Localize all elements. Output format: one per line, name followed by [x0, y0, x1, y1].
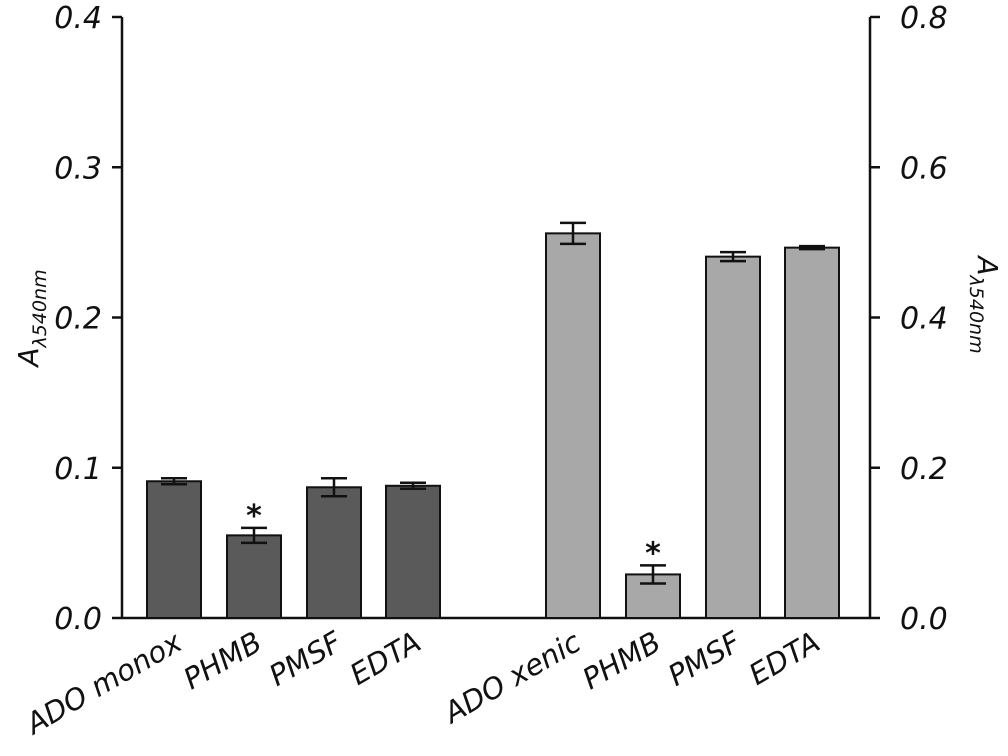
left-axis-title: Aλ540nm: [12, 269, 51, 368]
bar: [146, 480, 202, 619]
left-tick-label: 0.4: [54, 1, 102, 36]
left-tick-label: 0.2: [54, 302, 102, 337]
category-label: EDTA: [344, 625, 426, 692]
significance-marker: *: [645, 536, 661, 571]
left-tick-label: 0.1: [54, 452, 102, 487]
bar: [545, 232, 601, 620]
left-axis-title-sub: λ540nm: [29, 269, 51, 348]
axes: [112, 15, 880, 620]
left-axis-title-main: A: [12, 347, 45, 368]
bar: [705, 255, 761, 619]
category-label: PMSF: [263, 624, 348, 693]
bar: [385, 484, 441, 619]
right-tick-label: 0.2: [900, 452, 948, 487]
category-label: ADO xenic: [436, 625, 586, 731]
category-label: ADO monox: [19, 624, 189, 742]
right-axis-title: Aλ540nm: [965, 254, 1004, 353]
left-tick-label: 0.0: [54, 602, 102, 637]
bar: [306, 486, 362, 619]
right-tick-label: 0.0: [900, 602, 948, 637]
bars: [146, 221, 840, 620]
right-tick-label: 0.6: [900, 151, 948, 186]
bar: [784, 246, 840, 619]
category-label: PHMB: [178, 625, 268, 697]
bar: [226, 534, 282, 619]
right-tick-label: 0.8: [900, 1, 948, 36]
right-tick-label: 0.4: [900, 302, 948, 337]
left-tick-label: 0.3: [54, 151, 102, 186]
category-label: PHMB: [577, 625, 667, 697]
right-axis-title-sub: λ540nm: [965, 275, 987, 354]
category-label: PMSF: [662, 624, 747, 693]
significance-marker: *: [246, 499, 262, 534]
category-label: EDTA: [743, 625, 825, 692]
right-axis-title-main: A: [971, 254, 1004, 275]
